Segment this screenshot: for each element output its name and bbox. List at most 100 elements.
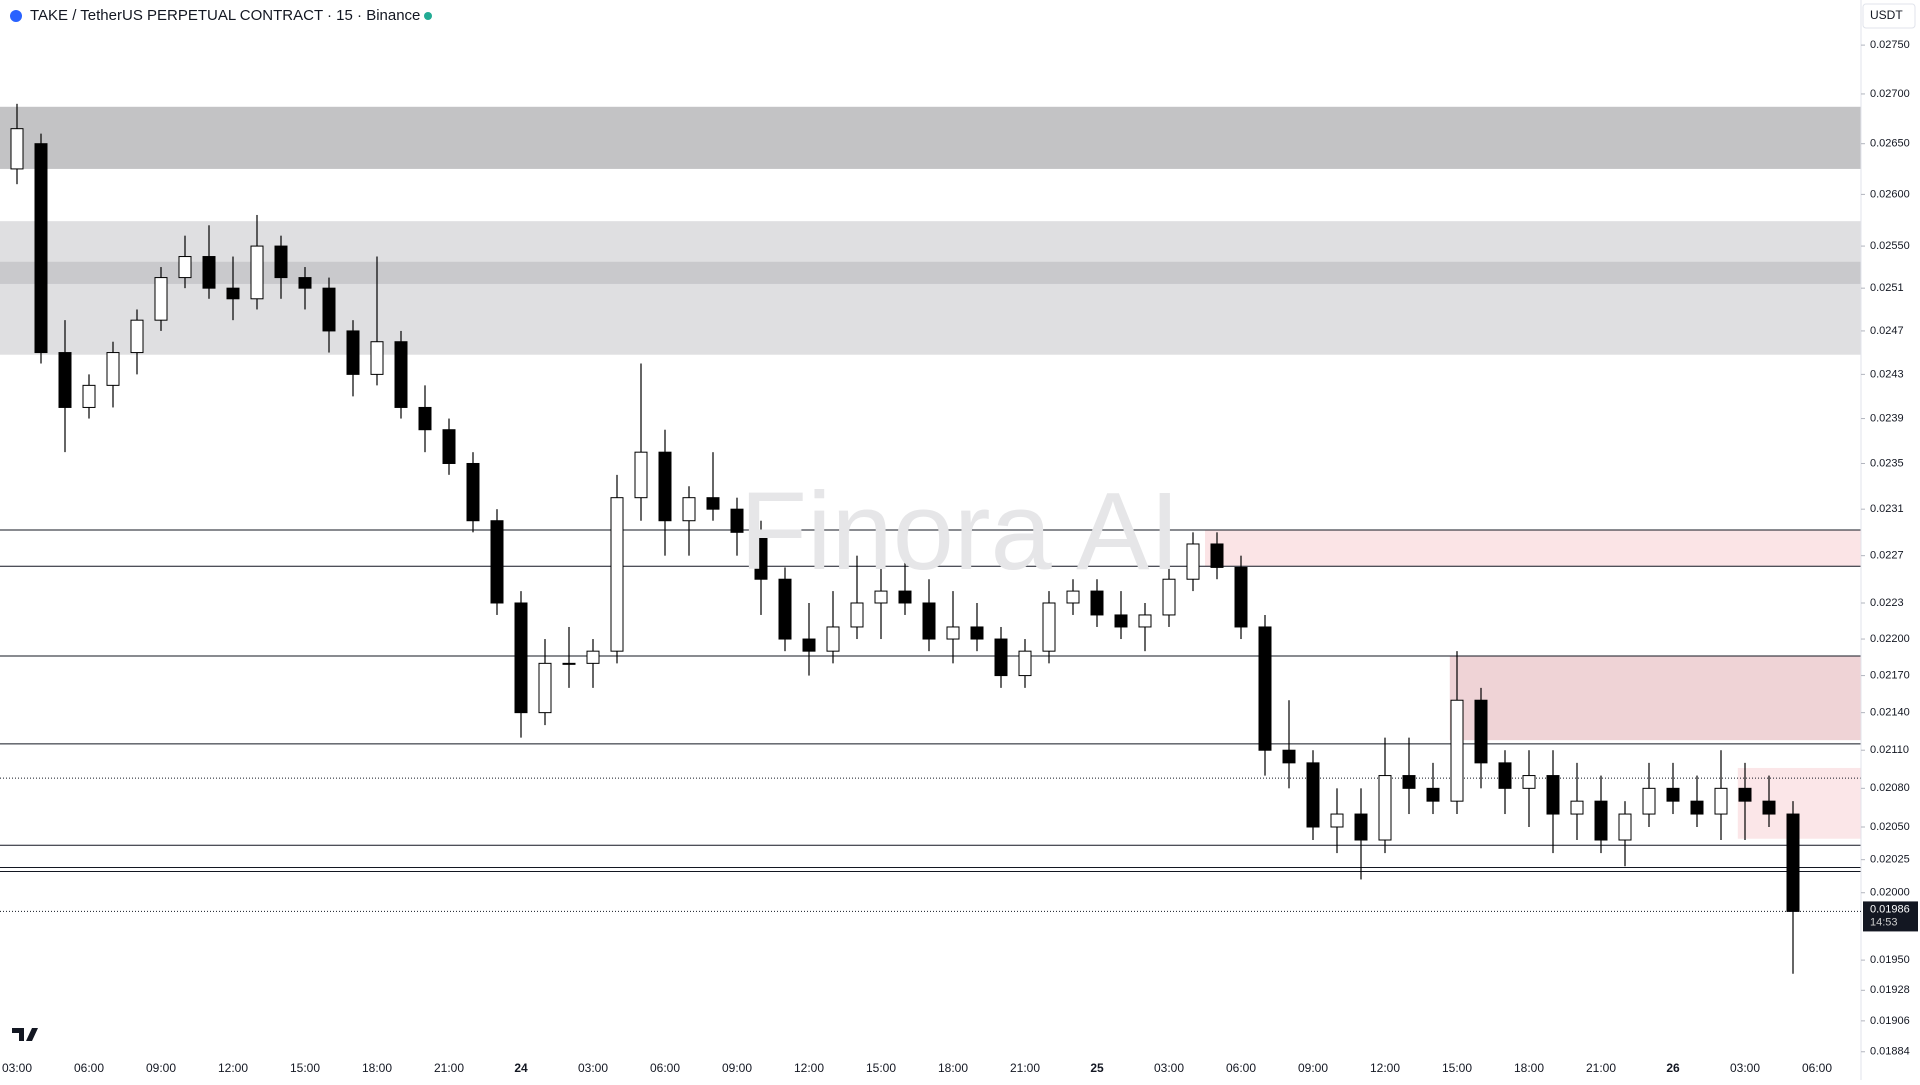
candle-body	[1690, 800, 1704, 815]
candle-body	[754, 531, 768, 580]
y-tick-label: 0.02170	[1870, 669, 1910, 681]
x-tick-label: 24	[514, 1061, 528, 1075]
candle-body	[178, 256, 192, 279]
tv-logo	[12, 1028, 38, 1041]
candle-body	[874, 590, 888, 604]
x-tick-label: 18:00	[1514, 1061, 1544, 1075]
status-dot	[424, 12, 432, 20]
x-tick-label: 03:00	[578, 1061, 608, 1075]
zone	[0, 261, 1861, 284]
zone	[0, 221, 1861, 355]
candle-body	[1018, 650, 1032, 677]
y-tick-label: 0.02550	[1870, 240, 1910, 252]
candle-body	[10, 128, 24, 170]
x-tick-label: 21:00	[434, 1061, 464, 1075]
candle-body	[1138, 614, 1152, 628]
y-tick-label: 0.02110	[1870, 744, 1909, 756]
y-tick-label: 0.02200	[1870, 633, 1910, 645]
candle-body	[1618, 813, 1632, 841]
candle-body	[898, 590, 912, 604]
candle-body	[34, 143, 48, 354]
x-tick-label: 03:00	[2, 1061, 32, 1075]
candle-body	[994, 638, 1008, 677]
y-tick-label: 0.01950	[1870, 954, 1910, 966]
candle-body	[1522, 775, 1536, 789]
candle-body	[1426, 787, 1440, 802]
candle-body	[130, 319, 144, 354]
y-tick-label: 0.0239	[1870, 412, 1904, 424]
candle-body	[58, 352, 72, 408]
candle-body	[1402, 775, 1416, 789]
candle-body	[418, 406, 432, 431]
x-tick-label: 15:00	[866, 1061, 896, 1075]
x-tick-label: 21:00	[1010, 1061, 1040, 1075]
candle-body	[1498, 762, 1512, 789]
candle-body	[826, 626, 840, 652]
candle-body	[1666, 787, 1680, 802]
last-price-box	[1863, 901, 1918, 932]
countdown-label: 14:53	[1870, 916, 1898, 928]
y-tick-label: 0.0227	[1870, 550, 1904, 562]
x-tick-label: 03:00	[1154, 1061, 1184, 1075]
candle-body	[202, 256, 216, 289]
candle-body	[850, 602, 864, 628]
x-tick-label: 18:00	[362, 1061, 392, 1075]
candle-body	[274, 245, 288, 279]
x-tick-label: 06:00	[650, 1061, 680, 1075]
candle-body	[1090, 590, 1104, 616]
candle-body	[1066, 590, 1080, 604]
x-tick-label: 12:00	[218, 1061, 248, 1075]
candle-body	[226, 287, 240, 300]
x-tick-label: 03:00	[1730, 1061, 1760, 1075]
y-tick-label: 0.0243	[1870, 368, 1904, 380]
y-tick-label: 0.02000	[1870, 887, 1910, 899]
candle-body	[610, 497, 624, 652]
y-tick-label: 0.0235	[1870, 457, 1904, 469]
candle-body	[1786, 813, 1800, 912]
candle-body	[1186, 543, 1200, 580]
candle-body	[730, 508, 744, 533]
candle-body	[1378, 775, 1392, 841]
y-tick-label: 0.01928	[1870, 984, 1910, 996]
candle-body	[394, 341, 408, 408]
x-tick-label: 06:00	[1802, 1061, 1832, 1075]
chart-title: TAKE / TetherUS PERPETUAL CONTRACT · 15 …	[30, 7, 420, 24]
x-tick-label: 18:00	[938, 1061, 968, 1075]
candle-body	[1594, 800, 1608, 841]
candle-body	[706, 497, 720, 510]
y-tick-label: 0.0247	[1870, 325, 1904, 337]
x-tick-label: 25	[1090, 1061, 1104, 1075]
candle-body	[1114, 614, 1128, 628]
candle-body	[1762, 800, 1776, 815]
x-tick-label: 09:00	[722, 1061, 752, 1075]
candle-body	[1570, 800, 1584, 815]
y-tick-label: 0.0223	[1870, 597, 1904, 609]
last-price-label: 0.01986	[1870, 903, 1910, 915]
candle-body	[346, 330, 360, 375]
candle-body	[1042, 602, 1056, 652]
y-tick-label: 0.02080	[1870, 782, 1910, 794]
y-tick-label: 0.02140	[1870, 707, 1910, 719]
y-tick-label: 0.02650	[1870, 138, 1910, 150]
candle-body	[1738, 787, 1752, 802]
candle-body	[1162, 578, 1176, 616]
candle-body	[634, 451, 648, 499]
candle-body	[802, 638, 816, 652]
price-axis	[1861, 0, 1920, 1080]
candle-body	[442, 429, 456, 464]
y-tick-label: 0.02050	[1870, 821, 1910, 833]
x-tick-label: 26	[1666, 1061, 1680, 1075]
candle-body	[106, 352, 120, 386]
zone	[1205, 529, 1861, 567]
x-tick-label: 09:00	[146, 1061, 176, 1075]
candle-body	[970, 626, 984, 640]
y-tick-label: 0.0231	[1870, 503, 1904, 515]
candle-body	[322, 287, 336, 332]
candle-body	[946, 626, 960, 640]
candle-body	[298, 277, 312, 289]
candle-body	[514, 602, 528, 714]
x-tick-label: 09:00	[1298, 1061, 1328, 1075]
x-tick-label: 21:00	[1586, 1061, 1616, 1075]
candle-body	[1306, 762, 1320, 828]
